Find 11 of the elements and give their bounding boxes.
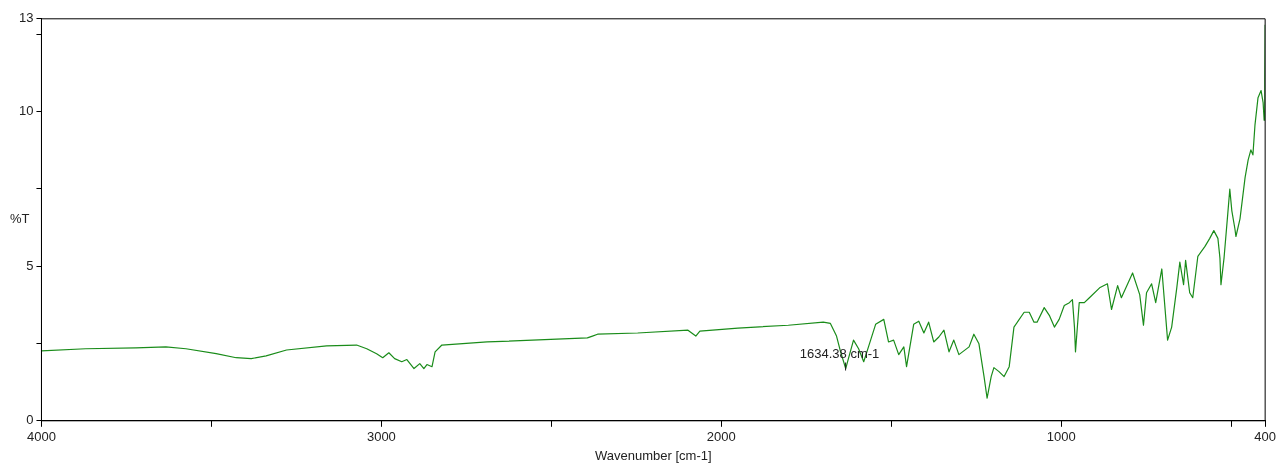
y-tick-label: 0 — [26, 412, 34, 428]
x-tick-label: 4000 — [27, 429, 56, 445]
y-axis-title: %T — [10, 211, 30, 227]
y-tick-label: 13 — [18, 10, 34, 26]
x-tick-label: 3000 — [366, 429, 396, 445]
y-tick-label: 5 — [26, 257, 34, 273]
y-tick-label: 10 — [18, 103, 34, 119]
x-tick-label: 400 — [1254, 429, 1277, 445]
x-tick-label: 2000 — [706, 429, 736, 445]
x-axis-title: Wavenumber [cm-1] — [595, 447, 712, 463]
x-tick-label: 1000 — [1046, 429, 1076, 445]
